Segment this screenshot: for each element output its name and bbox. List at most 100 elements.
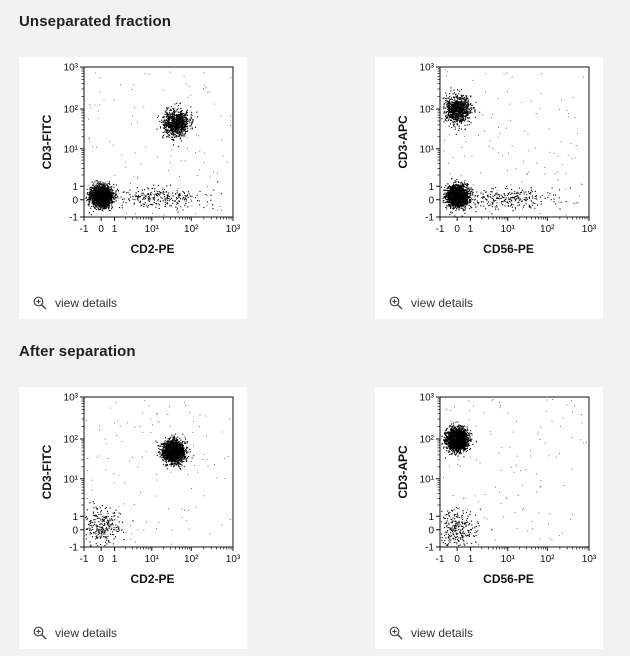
scatter-point bbox=[96, 187, 98, 189]
scatter-point bbox=[105, 200, 107, 202]
scatter-point bbox=[178, 200, 180, 202]
scatter-point bbox=[153, 190, 155, 192]
scatter-point bbox=[162, 89, 164, 91]
scatter-point bbox=[455, 104, 457, 106]
scatter-point bbox=[172, 116, 174, 118]
scatter-point bbox=[169, 130, 171, 132]
scatter-point bbox=[181, 113, 183, 115]
scatter-point bbox=[95, 186, 97, 188]
scatter-point bbox=[180, 132, 182, 134]
scatter-point bbox=[166, 113, 168, 115]
scatter-point bbox=[454, 117, 456, 119]
scatter-point bbox=[450, 115, 452, 117]
scatter-point bbox=[465, 110, 467, 112]
scatter-point bbox=[465, 109, 467, 111]
scatter-point bbox=[461, 101, 463, 103]
scatter-point bbox=[450, 109, 452, 111]
scatter-point bbox=[104, 190, 106, 192]
scatter-point bbox=[172, 202, 174, 204]
scatter-point bbox=[182, 135, 184, 137]
scatter-point bbox=[105, 208, 107, 210]
view-details-link[interactable]: view details bbox=[33, 296, 117, 310]
scatter-point bbox=[91, 196, 93, 198]
scatter-point bbox=[467, 114, 469, 116]
scatter-point bbox=[96, 202, 98, 204]
scatter-point bbox=[105, 199, 107, 201]
scatter-point bbox=[173, 127, 175, 129]
scatter-point bbox=[453, 100, 455, 102]
scatter-point bbox=[175, 120, 177, 122]
scatter-point bbox=[221, 139, 223, 141]
scatter-point bbox=[456, 123, 458, 125]
scatter-point bbox=[450, 103, 452, 105]
scatter-point bbox=[185, 131, 187, 133]
scatter-point bbox=[121, 154, 123, 156]
scatter-point bbox=[472, 107, 474, 109]
scatter-point bbox=[93, 207, 95, 209]
scatter-point bbox=[165, 119, 167, 121]
scatter-point bbox=[458, 116, 460, 118]
scatter-point bbox=[180, 114, 182, 116]
scatter-point bbox=[447, 102, 449, 104]
scatter-point bbox=[162, 116, 164, 118]
scatter-point bbox=[450, 185, 452, 187]
scatter-point bbox=[144, 73, 146, 75]
scatter-point bbox=[109, 192, 111, 194]
scatter-point bbox=[177, 132, 179, 134]
scatter-point bbox=[460, 120, 462, 122]
scatter-point bbox=[104, 188, 106, 190]
scatter-point bbox=[94, 187, 96, 189]
scatter-point bbox=[92, 198, 94, 200]
scatter-point bbox=[164, 122, 166, 124]
scatter-point bbox=[93, 187, 95, 189]
scatter-point bbox=[112, 194, 114, 196]
scatter-point bbox=[99, 197, 101, 199]
scatter-point bbox=[452, 101, 454, 103]
scatter-point bbox=[459, 120, 461, 122]
scatter-point bbox=[165, 111, 167, 113]
scatter-point bbox=[131, 89, 133, 91]
scatter-point bbox=[445, 116, 447, 118]
scatter-point bbox=[453, 125, 455, 127]
scatter-point bbox=[175, 122, 177, 124]
scatter-point bbox=[126, 212, 127, 214]
scatter-point bbox=[466, 110, 468, 112]
scatter-point bbox=[460, 114, 462, 116]
scatter-point bbox=[461, 122, 463, 124]
scatter-point bbox=[90, 214, 92, 216]
scatter-point bbox=[446, 201, 448, 203]
scatter-point bbox=[104, 193, 106, 195]
scatter-point bbox=[460, 118, 462, 120]
scatter-point bbox=[182, 209, 184, 211]
scatter-point bbox=[96, 195, 98, 197]
scatter-point bbox=[170, 116, 172, 118]
scatter-point bbox=[99, 189, 101, 191]
scatter-point bbox=[117, 197, 119, 199]
scatter-point bbox=[101, 185, 103, 187]
scatter-point bbox=[109, 193, 111, 195]
scatter-point bbox=[175, 120, 177, 122]
scatter-point bbox=[461, 103, 463, 105]
scatter-point bbox=[467, 102, 469, 104]
scatter-point bbox=[147, 206, 149, 208]
scatter-point bbox=[90, 196, 92, 198]
scatter-point bbox=[179, 138, 181, 140]
scatter-point bbox=[107, 204, 109, 206]
scatter-point bbox=[179, 200, 181, 202]
scatter-point bbox=[179, 103, 181, 105]
scatter-point bbox=[184, 204, 186, 206]
scatter-point bbox=[453, 102, 455, 104]
scatter-point bbox=[448, 106, 450, 108]
scatter-point bbox=[458, 112, 460, 114]
scatter-point bbox=[103, 193, 105, 195]
scatter-point bbox=[100, 197, 102, 199]
scatter-point bbox=[120, 84, 121, 86]
scatter-point bbox=[171, 115, 173, 117]
scatter-point bbox=[93, 188, 95, 190]
scatter-point bbox=[449, 110, 451, 112]
scatter-point bbox=[452, 112, 454, 114]
scatter-point bbox=[459, 205, 461, 207]
scatter-point bbox=[453, 113, 455, 115]
scatter-point bbox=[154, 188, 156, 190]
scatter-point bbox=[104, 184, 106, 186]
